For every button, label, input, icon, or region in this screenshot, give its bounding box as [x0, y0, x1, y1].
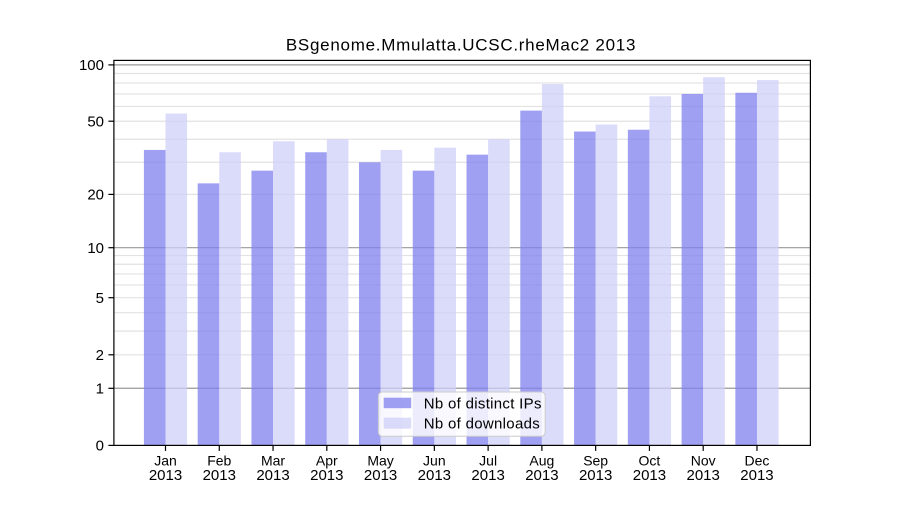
svg-text:Nb of distinct IPs: Nb of distinct IPs: [424, 395, 542, 412]
svg-text:BSgenome.Mmulatta.UCSC.rheMac2: BSgenome.Mmulatta.UCSC.rheMac2 2013: [286, 35, 636, 54]
svg-text:10: 10: [87, 240, 104, 257]
svg-text:2013: 2013: [687, 467, 720, 484]
svg-text:2: 2: [96, 347, 104, 364]
svg-text:2013: 2013: [579, 467, 612, 484]
svg-text:Apr: Apr: [316, 452, 338, 468]
svg-text:2013: 2013: [364, 467, 397, 484]
svg-text:2013: 2013: [256, 467, 289, 484]
svg-text:2013: 2013: [310, 467, 343, 484]
svg-text:50: 50: [87, 114, 104, 131]
svg-text:Jan: Jan: [154, 452, 177, 468]
svg-text:2013: 2013: [149, 467, 182, 484]
svg-text:Oct: Oct: [639, 452, 661, 468]
svg-text:5: 5: [96, 290, 104, 307]
svg-text:Feb: Feb: [207, 452, 231, 468]
svg-text:May: May: [367, 452, 393, 468]
svg-text:2013: 2013: [633, 467, 666, 484]
svg-text:Jun: Jun: [423, 452, 446, 468]
svg-text:2013: 2013: [203, 467, 236, 484]
svg-text:Nb of downloads: Nb of downloads: [424, 416, 540, 433]
svg-text:Sep: Sep: [583, 452, 608, 468]
svg-text:100: 100: [79, 57, 104, 74]
svg-text:Dec: Dec: [745, 452, 770, 468]
svg-text:2013: 2013: [471, 467, 504, 484]
svg-text:1: 1: [96, 381, 104, 398]
svg-text:2013: 2013: [740, 467, 773, 484]
svg-text:Jul: Jul: [479, 452, 497, 468]
svg-text:2013: 2013: [525, 467, 558, 484]
svg-text:Nov: Nov: [691, 452, 716, 468]
svg-text:Aug: Aug: [529, 452, 554, 468]
svg-text:0: 0: [96, 438, 104, 455]
svg-text:Mar: Mar: [261, 452, 285, 468]
svg-text:20: 20: [87, 187, 104, 204]
svg-text:2013: 2013: [418, 467, 451, 484]
